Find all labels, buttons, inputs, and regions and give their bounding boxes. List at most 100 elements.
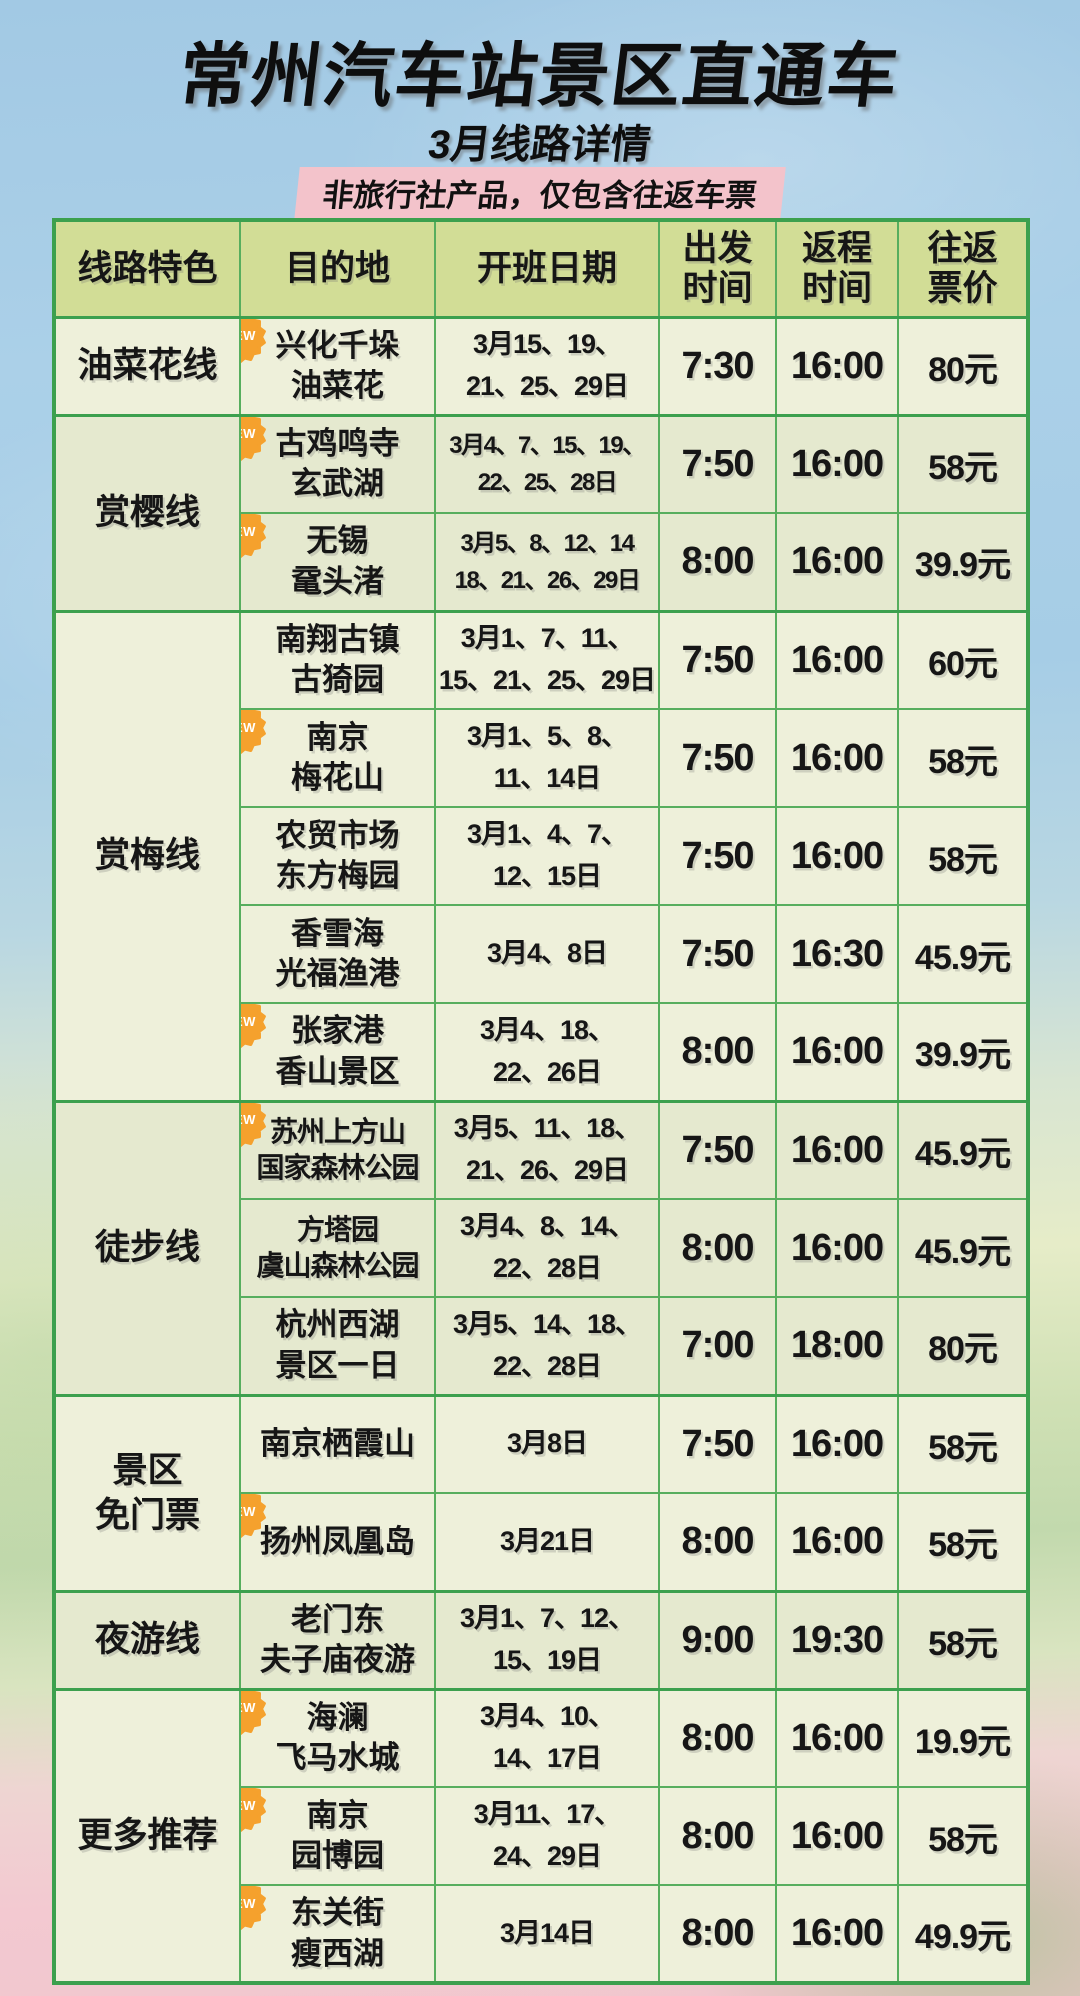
depart-time-cell: 7:50 — [658, 806, 777, 906]
depart-time-cell: 7:50 — [658, 904, 777, 1004]
dates-cell: 3月1、4、7、 12、15日 — [434, 806, 660, 906]
dates-cell: 3月21日 — [434, 1492, 660, 1592]
new-badge-icon: NEW — [242, 418, 266, 461]
price-cell: 45.9元 — [897, 904, 1029, 1004]
new-badge-icon: NEW — [242, 1104, 266, 1147]
return-time-cell: 16:00 — [775, 1786, 899, 1886]
new-badge-icon: NEW — [242, 515, 266, 558]
return-time-cell: 16:00 — [775, 1687, 899, 1788]
destination-cell: NEW 南京 园博园 — [239, 1786, 436, 1886]
return-time-cell: 16:00 — [775, 1198, 899, 1298]
destination-cell: 农贸市场 东方梅园 — [239, 806, 436, 906]
dates-cell: 3月1、5、8、 11、14日 — [434, 708, 660, 808]
new-badge-label: NEW — [242, 328, 256, 344]
dates-cell: 3月4、10、 14、17日 — [434, 1687, 660, 1788]
depart-time-cell: 7:50 — [658, 1099, 777, 1200]
route-table-header: 线路特色 目的地 开班日期 出发 时间 返程 时间 往返 票价 — [53, 219, 1029, 319]
return-time-cell: 16:00 — [775, 1884, 899, 1984]
category-cell: 更多推荐 — [53, 1687, 241, 1984]
destination-cell: NEW 海澜 飞马水城 — [239, 1687, 436, 1788]
new-badge-icon: NEW — [242, 320, 266, 363]
page-title: 常州汽车站景区直通车 — [174, 37, 905, 115]
return-time-cell: 19:30 — [775, 1589, 899, 1690]
header-roundtrip-price: 往返 票价 — [897, 219, 1029, 319]
table-row: 赏樱线NEW 古鸡鸣寺 玄武湖 3月4、7、15、19、 22、25、28日7:50… — [53, 413, 1029, 612]
price-cell: 80元 — [897, 1296, 1029, 1396]
table-row: 香雪海 光福渔港 3月4、8日 7:50 16:30 45.9元 — [54, 904, 1029, 1004]
dates-cell: 3月4、7、15、19、 22、25、28日 — [434, 413, 660, 514]
price-cell: 58元 — [897, 1589, 1029, 1690]
table-row: 赏梅线 南翔古镇 古猗园 3月1、7、11、 15、21、25、29日 7:50 16:… — [53, 609, 1029, 1102]
return-time-cell: 18:00 — [775, 1296, 899, 1396]
destination-text: 南京 园博园 — [291, 1797, 384, 1873]
category-cell: 徒步线 — [53, 1099, 241, 1396]
category-cell: 油菜花线 — [53, 315, 241, 416]
return-time-cell: 16:00 — [775, 1492, 899, 1592]
dates-cell: 3月4、8、14、 22、28日 — [434, 1198, 660, 1298]
destination-cell: NEW 兴化千垛 油菜花 — [239, 315, 436, 416]
table-row: 农贸市场 东方梅园 3月1、4、7、 12、15日 7:50 16:00 58元 — [54, 806, 1029, 906]
return-time-cell: 16:00 — [775, 1393, 899, 1494]
price-cell: 39.9元 — [897, 1002, 1029, 1102]
notice-banner: 非旅行社产品，仅包含往返车票 — [0, 167, 1080, 220]
depart-time-cell: 9:00 — [658, 1589, 777, 1690]
table-row: NEW 无锡 鼋头渚 3月5、8、12、14 18、21、26、29日8:0016:… — [54, 512, 1029, 612]
depart-time-cell: 8:00 — [658, 1786, 777, 1886]
category-cell: 赏梅线 — [53, 609, 241, 1102]
new-badge-icon: NEW — [242, 1005, 266, 1048]
new-badge-label: NEW — [242, 426, 256, 442]
new-badge-label: NEW — [242, 1797, 256, 1813]
depart-time-cell: 8:00 — [658, 1198, 777, 1298]
destination-cell: 南京栖霞山 — [239, 1393, 436, 1494]
header-route-feature: 线路特色 — [53, 219, 241, 319]
destination-text: 苏州上方山 国家森林公园 — [256, 1115, 419, 1184]
destination-cell: 方塔园 虞山森林公园 — [239, 1198, 436, 1298]
new-badge-label: NEW — [242, 1700, 256, 1716]
depart-time-cell: 7:50 — [658, 609, 777, 710]
price-cell: 58元 — [897, 1786, 1029, 1886]
depart-time-cell: 8:00 — [658, 1687, 777, 1788]
destination-cell: NEW 南京 梅花山 — [239, 708, 436, 808]
notice-banner-text: 非旅行社产品，仅包含往返车票 — [294, 167, 786, 220]
new-badge-label: NEW — [242, 1112, 256, 1128]
new-badge-icon: NEW — [242, 711, 266, 754]
return-time-cell: 16:00 — [775, 315, 899, 416]
price-cell: 58元 — [897, 708, 1029, 808]
destination-text: 南京 梅花山 — [291, 719, 384, 795]
depart-time-cell: 8:00 — [658, 1492, 777, 1592]
destination-text: 扬州凤凰岛 — [260, 1523, 415, 1559]
new-badge-icon: NEW — [242, 1789, 266, 1832]
depart-time-cell: 8:00 — [658, 1884, 777, 1984]
header-depart-time: 出发 时间 — [658, 219, 777, 319]
destination-cell: NEW 扬州凤凰岛 — [239, 1492, 436, 1592]
new-badge-label: NEW — [242, 523, 256, 539]
dates-cell: 3月1、7、12、 15、19日 — [434, 1589, 660, 1690]
table-row: 夜游线 老门东 夫子庙夜游 3月1、7、12、 15、19日 9:00 19:30 58元 — [53, 1589, 1029, 1690]
return-time-cell: 16:30 — [775, 904, 899, 1004]
new-badge-icon: NEW — [242, 1692, 266, 1735]
return-time-cell: 16:00 — [775, 1002, 899, 1102]
dates-cell: 3月5、11、18、 21、26、29日 — [434, 1099, 660, 1200]
return-time-cell: 16:00 — [775, 1099, 899, 1200]
header-return-time: 返程 时间 — [775, 219, 899, 319]
category-cell: 景区 免门票 — [53, 1393, 241, 1592]
return-time-cell: 16:00 — [775, 413, 899, 514]
destination-text: 兴化千垛 油菜花 — [275, 327, 400, 403]
table-row: 景区 免门票 南京栖霞山 3月8日 7:50 16:00 58元 — [53, 1393, 1029, 1592]
destination-text: 东关街 瘦西湖 — [291, 1895, 384, 1971]
destination-cell: 杭州西湖 景区一日 — [239, 1296, 436, 1396]
depart-time-cell: 8:00 — [658, 512, 777, 612]
destination-cell: 南翔古镇 古猗园 — [239, 609, 436, 710]
destination-text: 无锡 鼋头渚 — [291, 523, 384, 599]
destination-cell: NEW 古鸡鸣寺 玄武湖 — [239, 413, 436, 514]
price-cell: 60元 — [897, 609, 1029, 710]
new-badge-icon: NEW — [242, 1887, 266, 1930]
price-cell: 58元 — [897, 806, 1029, 906]
new-badge-label: NEW — [242, 1895, 256, 1911]
dates-cell: 3月5、14、18、 22、28日 — [434, 1296, 660, 1396]
price-cell: 19.9元 — [897, 1687, 1029, 1788]
